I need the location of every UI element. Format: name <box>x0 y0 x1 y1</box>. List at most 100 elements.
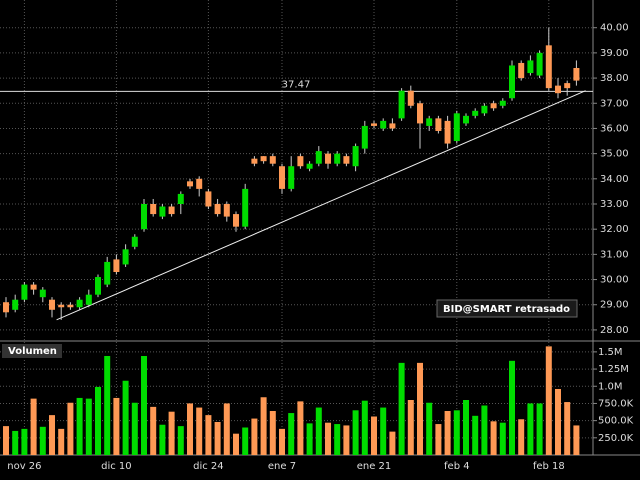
candle-body <box>85 294 92 305</box>
y-tick-label: 250.0K <box>598 433 634 444</box>
volume-bar <box>58 428 65 455</box>
candle-body <box>499 100 506 106</box>
x-tick-label: dic 24 <box>193 461 224 472</box>
volume-bar <box>435 424 442 455</box>
panel-title-box <box>2 344 62 358</box>
y-tick-label: 1.25M <box>598 364 629 375</box>
volume-bar <box>398 362 405 455</box>
y-tick-label: 28.00 <box>600 325 629 336</box>
candle-body <box>306 163 313 169</box>
volume-bar <box>545 346 552 455</box>
volume-bar <box>242 427 249 455</box>
candle-body <box>21 284 28 300</box>
candle-body <box>122 249 129 265</box>
volume-bar <box>196 407 203 455</box>
candle-body <box>95 277 101 295</box>
x-tick-label: ene 21 <box>357 461 392 472</box>
candle-body <box>288 166 295 189</box>
x-tick-label: dic 10 <box>101 461 132 472</box>
candle-body <box>58 304 65 308</box>
y-tick-label: 32.00 <box>600 224 629 235</box>
volume-bar <box>315 407 322 455</box>
candle-body <box>426 118 433 126</box>
candle-body <box>214 204 221 215</box>
candle-body <box>527 60 534 74</box>
volume-bar <box>426 402 433 455</box>
volume-bar <box>3 426 9 455</box>
volume-bar <box>76 397 83 455</box>
volume-bar <box>168 411 175 455</box>
volume-bar <box>260 397 267 455</box>
volume-bar <box>389 431 396 455</box>
y-tick-label: 30.00 <box>600 275 629 286</box>
candle-body <box>435 118 442 131</box>
y-tick-label: 40.00 <box>600 23 629 34</box>
candle-body <box>352 146 359 167</box>
y-tick-label: 750.0K <box>598 398 634 409</box>
volume-bar <box>214 422 221 455</box>
candle-body <box>3 302 9 313</box>
volume-bar <box>30 398 37 455</box>
candle-body <box>223 204 230 217</box>
x-tick-label: feb 4 <box>444 461 470 472</box>
candle-body <box>30 284 37 290</box>
candle-body <box>361 125 368 149</box>
candle-body <box>481 105 488 114</box>
volume-bar <box>113 397 120 455</box>
candle-body <box>260 156 267 162</box>
volume-bar <box>95 386 101 455</box>
candle-body <box>76 299 83 308</box>
x-tick-label: nov 26 <box>7 461 41 472</box>
candle-body <box>325 153 331 164</box>
volume-bar <box>297 401 304 455</box>
volume-bar <box>444 411 451 455</box>
candle-body <box>407 90 414 106</box>
volume-bar <box>141 356 147 455</box>
volume-bar <box>490 421 497 455</box>
volume-bar <box>131 402 138 455</box>
candle-body <box>67 304 74 308</box>
candle-body <box>131 236 138 247</box>
candle-body <box>389 123 396 129</box>
volume-bar <box>233 433 239 455</box>
x-tick-label: ene 7 <box>268 461 296 472</box>
volume-bar <box>39 426 46 455</box>
volume-bar <box>453 410 460 455</box>
candle-body <box>242 188 249 227</box>
candle-body <box>518 62 525 79</box>
volume-bar <box>251 418 258 455</box>
y-tick-label: 500.0K <box>598 416 634 427</box>
candle-body <box>463 115 469 124</box>
volume-bar <box>150 406 157 455</box>
volume-bar <box>269 411 276 455</box>
badge-box <box>436 299 578 318</box>
candle-body <box>233 214 239 227</box>
volume-bar <box>352 410 359 455</box>
y-tick-label: 33.00 <box>600 199 629 210</box>
candle-body <box>315 151 322 164</box>
x-tick-label: feb 18 <box>533 461 565 472</box>
volume-bar <box>527 403 534 455</box>
candle-body <box>49 299 55 310</box>
volume-bar <box>380 407 387 455</box>
volume-bar <box>306 423 313 455</box>
volume-bar <box>564 402 571 455</box>
volume-bar <box>417 362 423 455</box>
candle-body <box>297 156 304 167</box>
candle-body <box>205 191 212 207</box>
volume-bar <box>279 428 285 455</box>
volume-bar <box>325 422 331 455</box>
volume-bar <box>177 426 184 455</box>
trendline <box>56 90 586 321</box>
volume-bar <box>205 415 212 455</box>
y-tick-label: 39.00 <box>600 48 629 59</box>
y-tick-label: 1.0M <box>598 381 623 392</box>
volume-bar <box>555 389 561 455</box>
volume-bar <box>536 403 543 455</box>
candle-body <box>113 259 120 272</box>
candle-body <box>12 299 19 310</box>
candle-body <box>555 85 561 94</box>
candle-body <box>279 166 285 189</box>
volume-bar <box>407 400 414 455</box>
